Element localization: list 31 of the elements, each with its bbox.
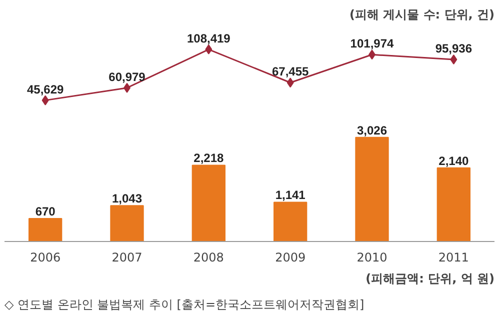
text: (피해 게시물 수: 단위, 건) — [349, 8, 495, 22]
data-label: 3,026 — [356, 123, 388, 138]
bar — [110, 205, 144, 242]
data-label: 95,936 — [435, 42, 472, 56]
x-tick-label: 2010 — [356, 250, 388, 264]
bar — [192, 164, 226, 242]
x-tick-label: 2007 — [112, 250, 142, 264]
bar — [28, 218, 62, 242]
bar — [355, 136, 389, 242]
data-label: 2,218 — [194, 151, 224, 166]
x-tick-label: 2009 — [275, 250, 306, 264]
x-tick-label: 2011 — [438, 250, 469, 264]
point — [205, 44, 212, 54]
text: (피해금액: 단위, 억 원) — [366, 272, 494, 286]
bar — [274, 202, 308, 242]
text: ◇ 연도별 온라인 불법복제 추이 [출처=한국소프트웨어저작권협회] — [4, 298, 364, 312]
data-label: 1,043 — [112, 192, 142, 206]
data-label: 45,629 — [26, 82, 64, 96]
point — [450, 54, 458, 65]
x-tick-label: 2006 — [30, 250, 61, 264]
x-tick-label: 2008 — [193, 250, 224, 264]
data-label: 101,974 — [350, 36, 394, 51]
data-label: 108,419 — [186, 31, 231, 46]
point — [42, 95, 49, 106]
data-label: 67,455 — [272, 64, 310, 79]
data-label: 1,141 — [275, 188, 306, 202]
point — [286, 78, 294, 88]
data-label: 60,979 — [108, 70, 146, 84]
data-label: 670 — [35, 204, 56, 218]
data-label: 2,140 — [438, 154, 470, 168]
bar — [436, 167, 470, 242]
